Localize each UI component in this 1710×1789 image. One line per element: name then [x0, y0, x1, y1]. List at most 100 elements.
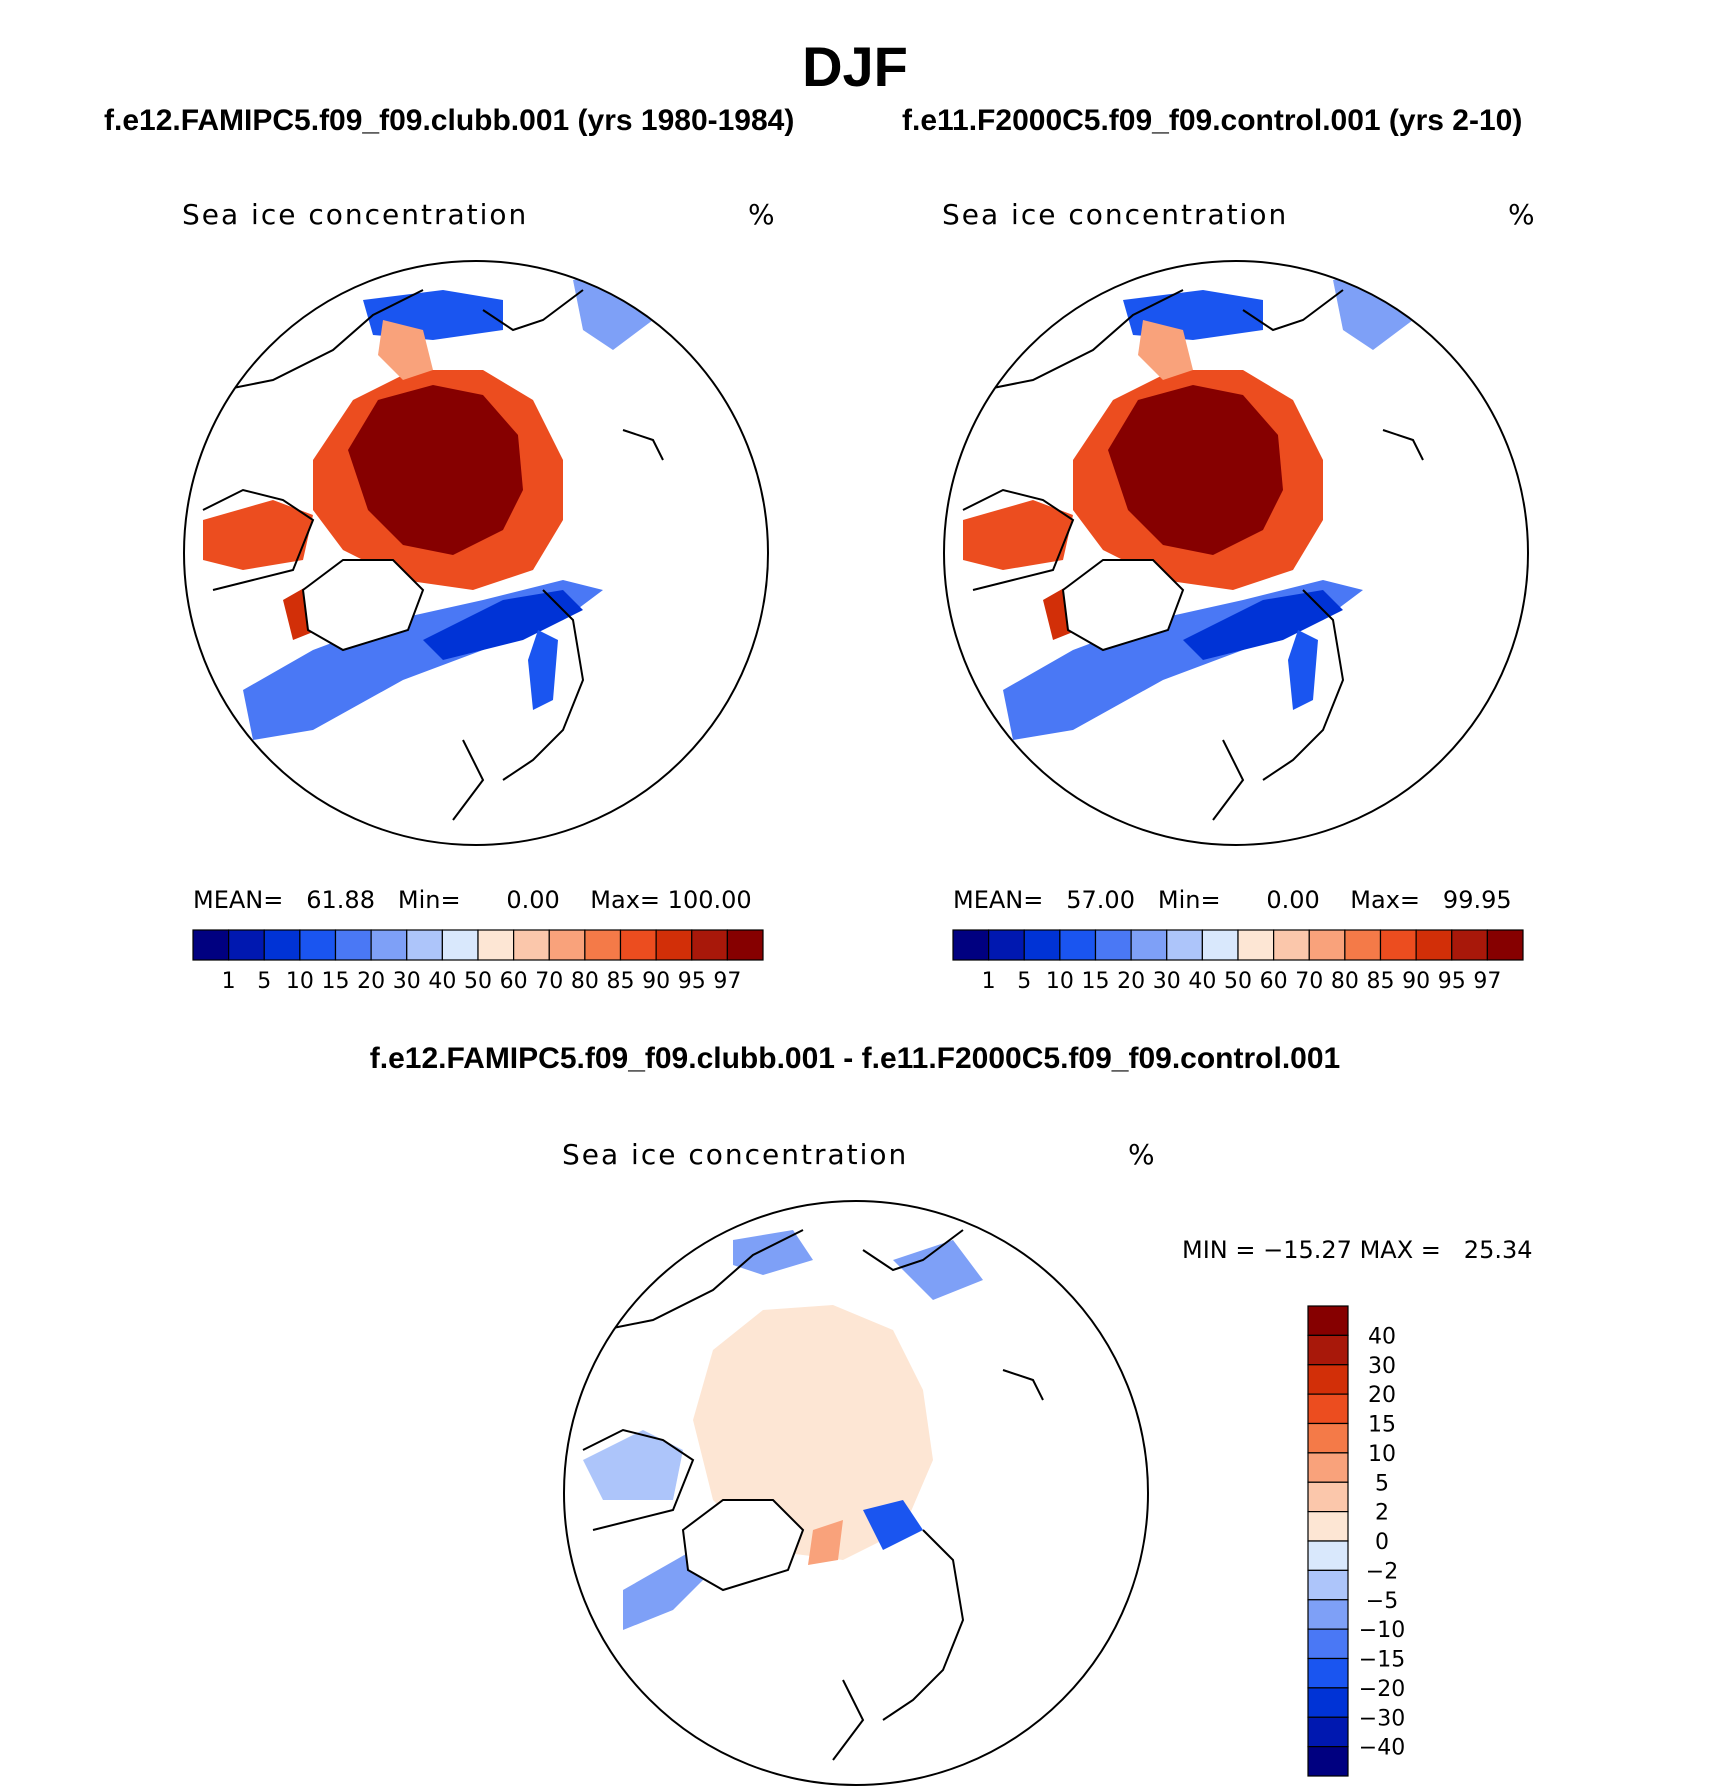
map3-coastline: [1002, 1369, 1044, 1401]
cbar2-tick-label: 50: [1224, 969, 1252, 994]
cbar3-swatch: [1307, 1599, 1349, 1630]
panel3-stats: MIN = −15.27 MAX = 25.34: [1182, 1236, 1533, 1264]
map1-map-boundary: [183, 260, 769, 846]
cbar1-tick-label: 90: [642, 969, 670, 994]
cbar2-tick-label: 10: [1046, 969, 1074, 994]
panel2-units-label: %: [1508, 198, 1537, 231]
cbar3-tick-label: −15: [1359, 1648, 1405, 1673]
map3-barents-positive: [863, 1500, 923, 1550]
polar-map-panel1: [183, 260, 769, 846]
map3-coastline: [862, 1229, 964, 1272]
panel2-stats: MEAN= 57.00 Min= 0.00 Max= 99.95: [953, 886, 1512, 914]
cbar1-swatch: [334, 929, 372, 961]
cbar2-swatch: [1308, 929, 1346, 961]
cbar3-tick-label: −2: [1366, 1559, 1398, 1584]
cbar2-tick-label: 40: [1188, 969, 1216, 994]
cbar1-swatch: [441, 929, 479, 961]
cbar2-swatch: [1451, 929, 1488, 961]
cbar1-swatch: [477, 929, 515, 961]
panel1-min-label: Min=: [397, 886, 461, 914]
panel2-max-label: Max=: [1350, 886, 1421, 914]
panel3-max-value: 25.34: [1463, 1236, 1533, 1264]
cbar1-tick-label: 97: [713, 969, 741, 994]
cbar1-swatch: [513, 929, 550, 961]
cbar2-tick-label: 80: [1331, 969, 1359, 994]
map1-coastline: [622, 429, 664, 461]
cbar1-tick-label: 1: [222, 969, 236, 994]
cbar3-tick-label: 30: [1368, 1354, 1396, 1379]
cbar3-swatch: [1307, 1540, 1349, 1571]
cbar1-tick-label: 5: [257, 969, 271, 994]
cbar3-swatch: [1307, 1422, 1349, 1454]
cbar1-swatch: [619, 929, 657, 961]
map1-central-pack-ice: [348, 385, 523, 555]
map3-central-negative: [693, 1305, 933, 1560]
cbar3-swatch: [1307, 1452, 1349, 1483]
cbar1-swatch: [691, 929, 728, 961]
cbar1-tick-label: 85: [607, 969, 635, 994]
cbar2-tick-label: 90: [1402, 969, 1430, 994]
panel3-variable-label: Sea ice concentration: [562, 1138, 909, 1171]
cbar2-tick-label: 30: [1153, 969, 1181, 994]
cbar3-swatch: [1307, 1657, 1349, 1689]
map2-coastline: [1262, 589, 1345, 781]
panel2-variable-label: Sea ice concentration: [942, 198, 1289, 231]
map1-coastline: [202, 488, 315, 591]
cbar3-tick-label: 15: [1368, 1413, 1396, 1438]
map1-coastline: [452, 739, 485, 821]
map1-ice-edge-baltic: [528, 630, 558, 710]
panel2-mean-value: 57.00: [1066, 886, 1135, 914]
cbar2-swatch: [1166, 929, 1203, 961]
map2-coastline: [1382, 429, 1424, 461]
cbar2-swatch: [1415, 929, 1453, 961]
case-title-right: f.e11.F2000C5.f09_f09.control.001 (yrs 2…: [902, 104, 1523, 137]
panel1-units-label: %: [748, 198, 777, 231]
cbar1-swatch: [406, 929, 443, 961]
cbar1-tick-label: 20: [357, 969, 385, 994]
cbar1-swatch: [370, 929, 408, 961]
cbar1-tick-label: 50: [464, 969, 492, 994]
panel2-min-label: Min=: [1157, 886, 1221, 914]
cbar1-swatch: [228, 929, 265, 961]
panel3-min-label: MIN =: [1182, 1236, 1256, 1264]
map2-hudson-bay-ice: [963, 500, 1073, 570]
panel1-max-value: 100.00: [667, 886, 752, 914]
map2-chukchi-ice: [1138, 320, 1193, 380]
map1-coastline: [502, 589, 585, 781]
map1-coastline: [482, 289, 584, 332]
cbar3-tick-label: −20: [1359, 1677, 1405, 1702]
panel3-units-label: %: [1128, 1138, 1157, 1171]
cbar1-tick-label: 95: [678, 969, 706, 994]
map2-ice-edge-baltic: [1288, 630, 1318, 710]
cbar3-swatch: [1307, 1687, 1349, 1718]
cbar1-tick-label: 10: [286, 969, 314, 994]
map2-ice-edge-greenland-sea: [1183, 590, 1343, 660]
cbar2-swatch: [1059, 929, 1097, 961]
cbar3-swatch: [1307, 1305, 1349, 1336]
map1-chukchi-ice: [378, 320, 433, 380]
cbar3-swatch: [1307, 1334, 1349, 1366]
cbar3-swatch: [1307, 1569, 1349, 1601]
map2-coastline: [982, 289, 1184, 391]
cbar3-tick-label: −30: [1359, 1706, 1405, 1731]
cbar2-tick-label: 97: [1473, 969, 1501, 994]
cbar1-tick-label: 80: [571, 969, 599, 994]
cbar3-tick-label: 2: [1375, 1501, 1389, 1526]
cbar3-tick-label: 10: [1368, 1442, 1396, 1467]
cbar2-swatch: [1094, 929, 1132, 961]
cbar2-swatch: [1201, 929, 1239, 961]
panel1-mean-label: MEAN=: [193, 886, 284, 914]
map3-okhotsk-positive: [893, 1240, 983, 1300]
cbar1-tick-label: 15: [322, 969, 350, 994]
cbar2-swatch: [1130, 929, 1168, 961]
cbar1-swatch: [192, 929, 230, 961]
cbar3-swatch: [1307, 1746, 1349, 1777]
cbar2-tick-label: 95: [1438, 969, 1466, 994]
map2-coastline: [962, 488, 1075, 591]
panel1-stats: MEAN= 61.88 Min= 0.00 Max= 100.00: [193, 886, 752, 914]
colorbar-panel1: 1 5 10 15 20 30 40 50 60 70 80 85 90 95 97: [192, 929, 764, 994]
panel1-mean-value: 61.88: [306, 886, 375, 914]
cbar1-tick-label: 70: [535, 969, 563, 994]
cbar3-swatch: [1307, 1628, 1349, 1660]
